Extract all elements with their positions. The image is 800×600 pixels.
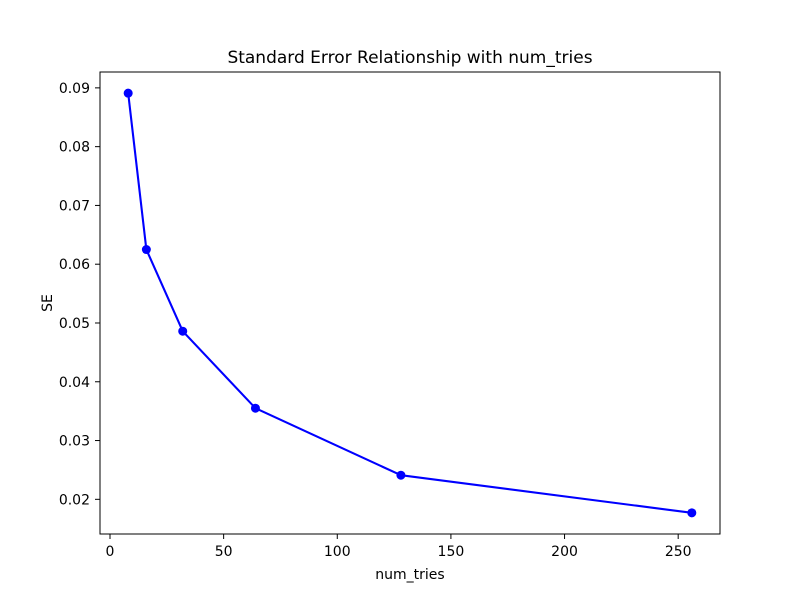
data-point bbox=[687, 508, 697, 518]
data-point bbox=[178, 326, 188, 336]
chart-title: Standard Error Relationship with num_tri… bbox=[227, 48, 592, 68]
y-tick-label: 0.07 bbox=[59, 198, 90, 214]
x-tick-label: 150 bbox=[438, 544, 465, 560]
y-tick-label: 0.06 bbox=[59, 257, 90, 273]
data-point bbox=[250, 403, 260, 413]
y-tick-label: 0.09 bbox=[59, 81, 90, 97]
x-axis-ticks: 0 50 100 150 200 250 bbox=[106, 534, 692, 560]
y-axis-label: SE bbox=[40, 294, 56, 312]
x-tick-label: 0 bbox=[106, 544, 115, 560]
x-tick-label: 200 bbox=[551, 544, 578, 560]
data-series bbox=[123, 88, 697, 518]
plot-frame bbox=[99, 71, 721, 535]
y-tick-label: 0.05 bbox=[59, 316, 90, 332]
data-line bbox=[127, 92, 693, 514]
y-tick-label: 0.02 bbox=[59, 492, 90, 508]
x-axis-label: num_tries bbox=[375, 567, 444, 583]
data-point bbox=[396, 470, 406, 480]
y-tick-label: 0.08 bbox=[59, 140, 90, 156]
y-axis-ticks: 0.02 0.03 0.04 0.05 0.06 0.07 0.08 0.09 bbox=[59, 81, 100, 508]
y-tick-label: 0.03 bbox=[59, 434, 90, 450]
x-tick-label: 100 bbox=[324, 544, 351, 560]
x-tick-label: 250 bbox=[665, 544, 692, 560]
data-point bbox=[141, 245, 151, 255]
data-point bbox=[123, 88, 133, 98]
y-tick-label: 0.04 bbox=[59, 375, 90, 391]
x-tick-label: 50 bbox=[215, 544, 233, 560]
